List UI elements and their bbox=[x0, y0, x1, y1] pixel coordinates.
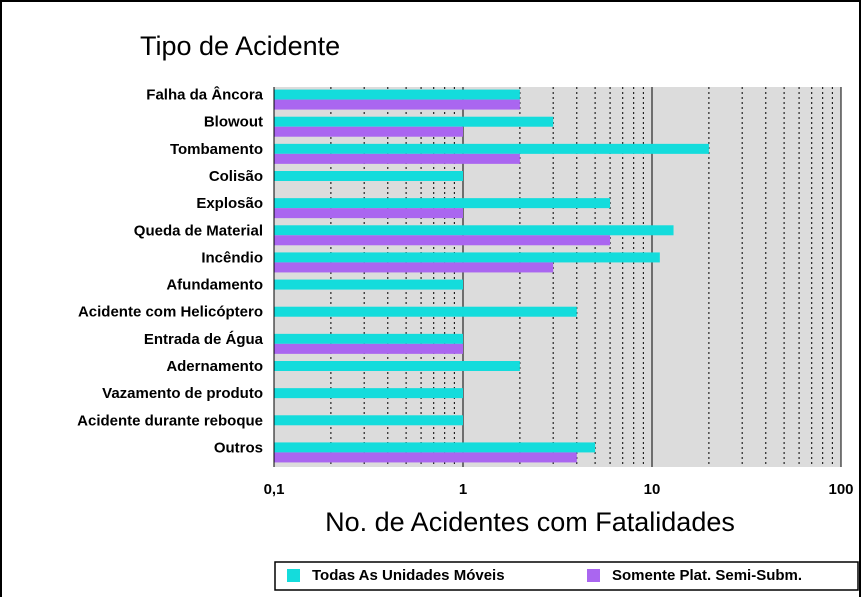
x-tick-label: 1 bbox=[459, 481, 467, 498]
bar bbox=[274, 153, 520, 164]
y-tick-label: Outros bbox=[214, 439, 263, 456]
chart-title: Tipo de Acidente bbox=[140, 31, 340, 61]
x-tick-label: 100 bbox=[828, 481, 853, 498]
bar bbox=[274, 89, 520, 100]
y-tick-label: Entrada de Água bbox=[144, 331, 264, 348]
legend-swatch bbox=[287, 569, 300, 582]
bar bbox=[274, 333, 463, 344]
bar bbox=[274, 262, 554, 273]
y-tick-label: Colisão bbox=[209, 168, 263, 185]
y-tick-label: Blowout bbox=[204, 114, 263, 131]
legend-box bbox=[274, 561, 859, 591]
y-tick-label: Queda de Material bbox=[134, 222, 263, 239]
bar bbox=[274, 388, 463, 399]
bar bbox=[274, 116, 554, 127]
x-tick-label: 0,1 bbox=[264, 481, 285, 498]
bar bbox=[274, 415, 463, 426]
legend-label: Somente Plat. Semi-Subm. bbox=[612, 567, 802, 584]
x-tick-label: 10 bbox=[644, 481, 661, 498]
bar bbox=[274, 198, 611, 209]
y-tick-label: Adernamento bbox=[166, 358, 263, 375]
bar bbox=[274, 235, 611, 246]
bar bbox=[274, 343, 463, 354]
y-tick-label: Incêndio bbox=[201, 249, 263, 266]
bar bbox=[274, 306, 577, 317]
y-tick-label: Acidente com Helicóptero bbox=[78, 304, 263, 321]
legend-swatch bbox=[587, 569, 600, 582]
bar bbox=[274, 279, 463, 290]
y-tick-label: Explosão bbox=[196, 195, 263, 212]
x-axis-label: No. de Acidentes com Fatalidades bbox=[325, 507, 735, 537]
y-tick-label: Vazamento de produto bbox=[102, 385, 263, 402]
bar bbox=[274, 126, 463, 137]
bar bbox=[274, 208, 463, 219]
bar bbox=[274, 143, 709, 154]
bar bbox=[274, 171, 463, 181]
bar bbox=[274, 442, 596, 453]
legend: Todas As Unidades Móveis Somente Plat. Se… bbox=[274, 561, 859, 591]
bar bbox=[274, 99, 520, 110]
bar bbox=[274, 452, 577, 463]
y-tick-label: Afundamento bbox=[166, 277, 263, 294]
bar bbox=[274, 252, 660, 263]
y-tick-label: Tombamento bbox=[170, 141, 263, 158]
legend-label: Todas As Unidades Móveis bbox=[312, 567, 505, 584]
y-tick-label: Falha da Âncora bbox=[146, 86, 263, 104]
bar bbox=[274, 361, 520, 371]
y-tick-label: Acidente durante reboque bbox=[77, 412, 263, 429]
bar bbox=[274, 225, 674, 236]
